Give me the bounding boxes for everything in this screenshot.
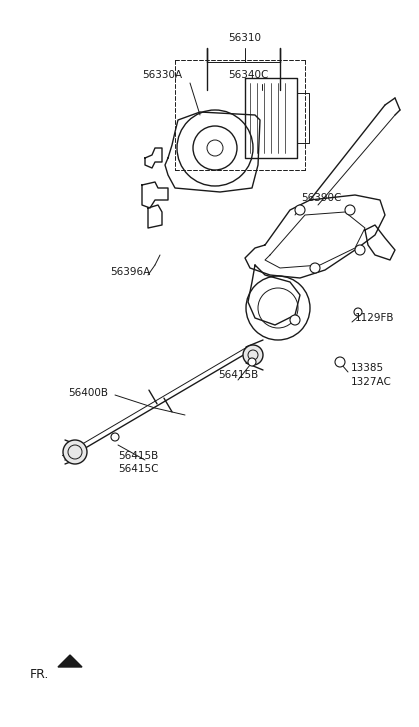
Circle shape — [295, 205, 305, 215]
Circle shape — [111, 433, 119, 441]
Circle shape — [335, 357, 345, 367]
Circle shape — [355, 245, 365, 255]
Text: 56310: 56310 — [228, 33, 261, 43]
Circle shape — [354, 308, 362, 316]
Text: 1327AC: 1327AC — [351, 377, 392, 387]
Circle shape — [310, 263, 320, 273]
Circle shape — [290, 315, 300, 325]
Text: 56340C: 56340C — [228, 70, 268, 80]
Text: 1129FB: 1129FB — [355, 313, 395, 323]
Text: 56415B: 56415B — [118, 451, 158, 461]
Circle shape — [248, 358, 256, 366]
Circle shape — [345, 205, 355, 215]
Text: 56390C: 56390C — [301, 193, 341, 203]
Text: 56415B: 56415B — [218, 370, 258, 380]
Circle shape — [243, 345, 263, 365]
Text: 13385: 13385 — [351, 363, 384, 373]
Text: 56330A: 56330A — [142, 70, 182, 80]
Circle shape — [63, 440, 87, 464]
Text: FR.: FR. — [30, 669, 49, 681]
Text: 56400B: 56400B — [68, 388, 108, 398]
Polygon shape — [58, 655, 82, 667]
Text: 56396A: 56396A — [110, 267, 150, 277]
Text: 56415C: 56415C — [118, 464, 158, 474]
